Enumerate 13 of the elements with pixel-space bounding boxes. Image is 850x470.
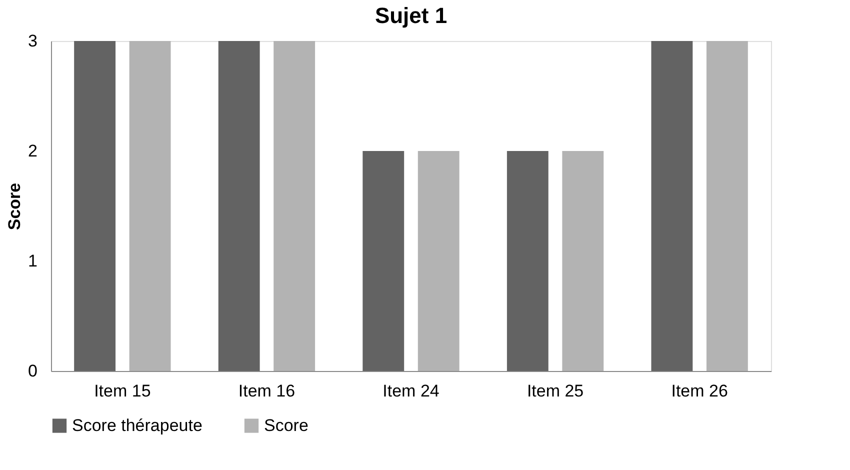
y-tick-label: 2 [28,142,38,160]
x-tick-label: Item 16 [238,382,296,400]
y-tick-label: 0 [28,362,38,380]
y-tick-label: 3 [28,32,38,50]
chart-title: Sujet 1 [374,3,448,28]
x-tick-label: Item 15 [94,382,151,400]
legend-label: Score thérapeute [72,416,202,435]
x-tick-label: Item 25 [526,382,584,400]
x-tick-label: Item 24 [382,382,440,400]
x-tick-label: Item 26 [671,382,728,400]
y-axis-title: Score [5,182,24,230]
legend-label: Score [264,416,308,435]
y-tick-label: 1 [28,252,38,270]
